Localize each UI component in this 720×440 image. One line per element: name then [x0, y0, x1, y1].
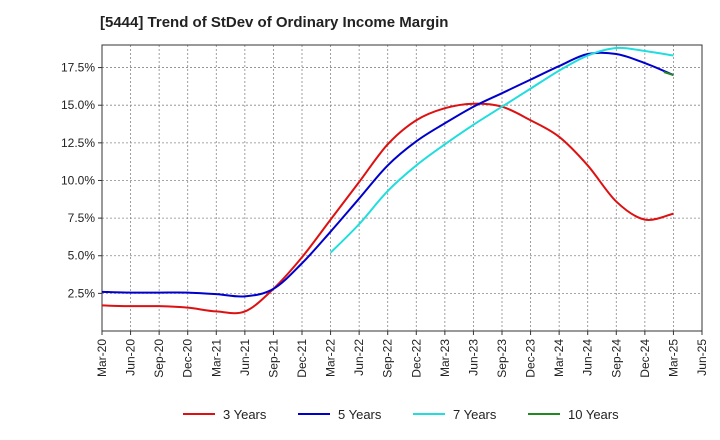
- y-tick-label: 17.5%: [61, 61, 95, 75]
- y-tick-label: 15.0%: [61, 98, 95, 112]
- x-tick-label: Jun-20: [124, 339, 138, 376]
- x-tick-label: Sep-23: [495, 339, 509, 378]
- legend-label-5-years: 5 Years: [338, 407, 382, 422]
- legend-label-3-years: 3 Years: [223, 407, 267, 422]
- series-line-5-years: [101, 51, 674, 298]
- plot-border: [101, 44, 703, 332]
- y-tick-label: 5.0%: [68, 249, 96, 263]
- axes: Mar-20 Jun-20 Sep-20 Dec-20 Mar-21 Jun-21 Sep-…: [61, 44, 709, 378]
- x-tick-label: Jun-22: [352, 339, 366, 376]
- x-tick-label: Jun-23: [466, 339, 480, 376]
- series-line-7-years: [329, 46, 674, 254]
- legend: 3 Years 5 Years 7 Years 10 Years: [183, 407, 619, 422]
- chart-title: [5444] Trend of StDev of Ordinary Income…: [100, 14, 449, 31]
- x-tick-label: Dec-22: [409, 339, 423, 378]
- x-tick-label: Dec-23: [524, 339, 538, 378]
- y-tick-label: 10.0%: [61, 173, 95, 187]
- legend-label-10-years: 10 Years: [568, 407, 619, 422]
- x-tick-label: Dec-24: [638, 339, 652, 378]
- x-tick-label: Mar-24: [552, 339, 566, 377]
- x-tick-label: Dec-20: [181, 339, 195, 378]
- plot-area: [102, 45, 702, 331]
- legend-label-7-years: 7 Years: [453, 407, 497, 422]
- x-tick-label: Sep-22: [381, 339, 395, 378]
- y-tick-label: 12.5%: [61, 136, 95, 150]
- series: [101, 46, 674, 315]
- series-line-3-years: [101, 102, 674, 315]
- y-tick-label: 2.5%: [68, 286, 96, 300]
- x-tick-label: Jun-21: [238, 339, 252, 376]
- x-tick-label: Jun-24: [581, 339, 595, 376]
- x-tick-label: Mar-21: [209, 339, 223, 377]
- x-tick-label: Mar-22: [324, 339, 338, 377]
- y-tick-label: 7.5%: [68, 211, 96, 225]
- grid: [101, 45, 703, 331]
- x-tick-label: Mar-23: [438, 339, 452, 377]
- x-tick-label: Mar-20: [95, 339, 109, 377]
- x-tick-label: Sep-20: [152, 339, 166, 378]
- series-line-10-years: [663, 71, 674, 77]
- x-tick-label: Dec-21: [295, 339, 309, 378]
- x-tick-label: Sep-21: [266, 339, 280, 378]
- x-tick-label: Sep-24: [609, 339, 623, 378]
- x-tick-label: Jun-25: [695, 339, 709, 376]
- x-tick-label: Mar-25: [666, 339, 680, 377]
